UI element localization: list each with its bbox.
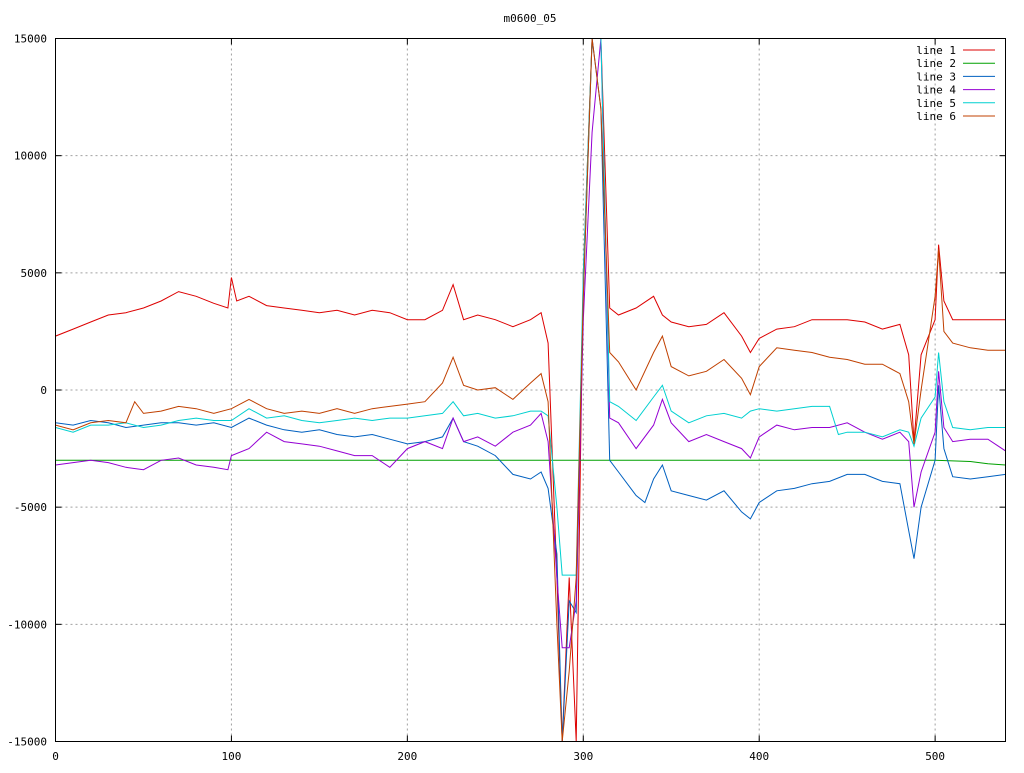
chart-title: m0600_05 [504,12,557,25]
series-line-4 [55,38,1006,649]
x-tick-label: 300 [573,750,593,763]
y-tick-label: -15000 [7,736,47,749]
legend-label: line 4 [916,84,956,97]
legend-label: line 6 [916,110,956,123]
y-tick-label: -10000 [7,618,47,631]
x-tick-label: 200 [397,750,417,763]
axes: 0 100 200 300 400 500 -15000 -10000 -5000 0 5000 10… [7,33,1006,763]
series-group [55,38,1006,742]
x-tick-label: 0 [52,750,59,763]
legend-label: line 3 [916,70,956,83]
x-tick-label: 100 [221,750,241,763]
y-tick-label: -5000 [14,501,47,514]
y-tick-label: 15000 [14,33,47,46]
legend-label: line 2 [916,57,956,70]
series-line-6 [55,38,1006,742]
legend-label: line 5 [916,97,956,110]
legend-label: line 1 [916,44,956,57]
series-line-3 [55,38,1006,742]
grid [55,38,1006,742]
x-tick-label: 500 [925,750,945,763]
y-tick-label: 5000 [21,267,48,280]
series-line-5 [55,38,1006,576]
series-line-1 [55,38,1006,742]
y-tick-label: 0 [40,384,47,397]
series-line-2 [55,459,1006,466]
x-tick-label: 400 [749,750,769,763]
y-tick-label: 10000 [14,150,47,163]
